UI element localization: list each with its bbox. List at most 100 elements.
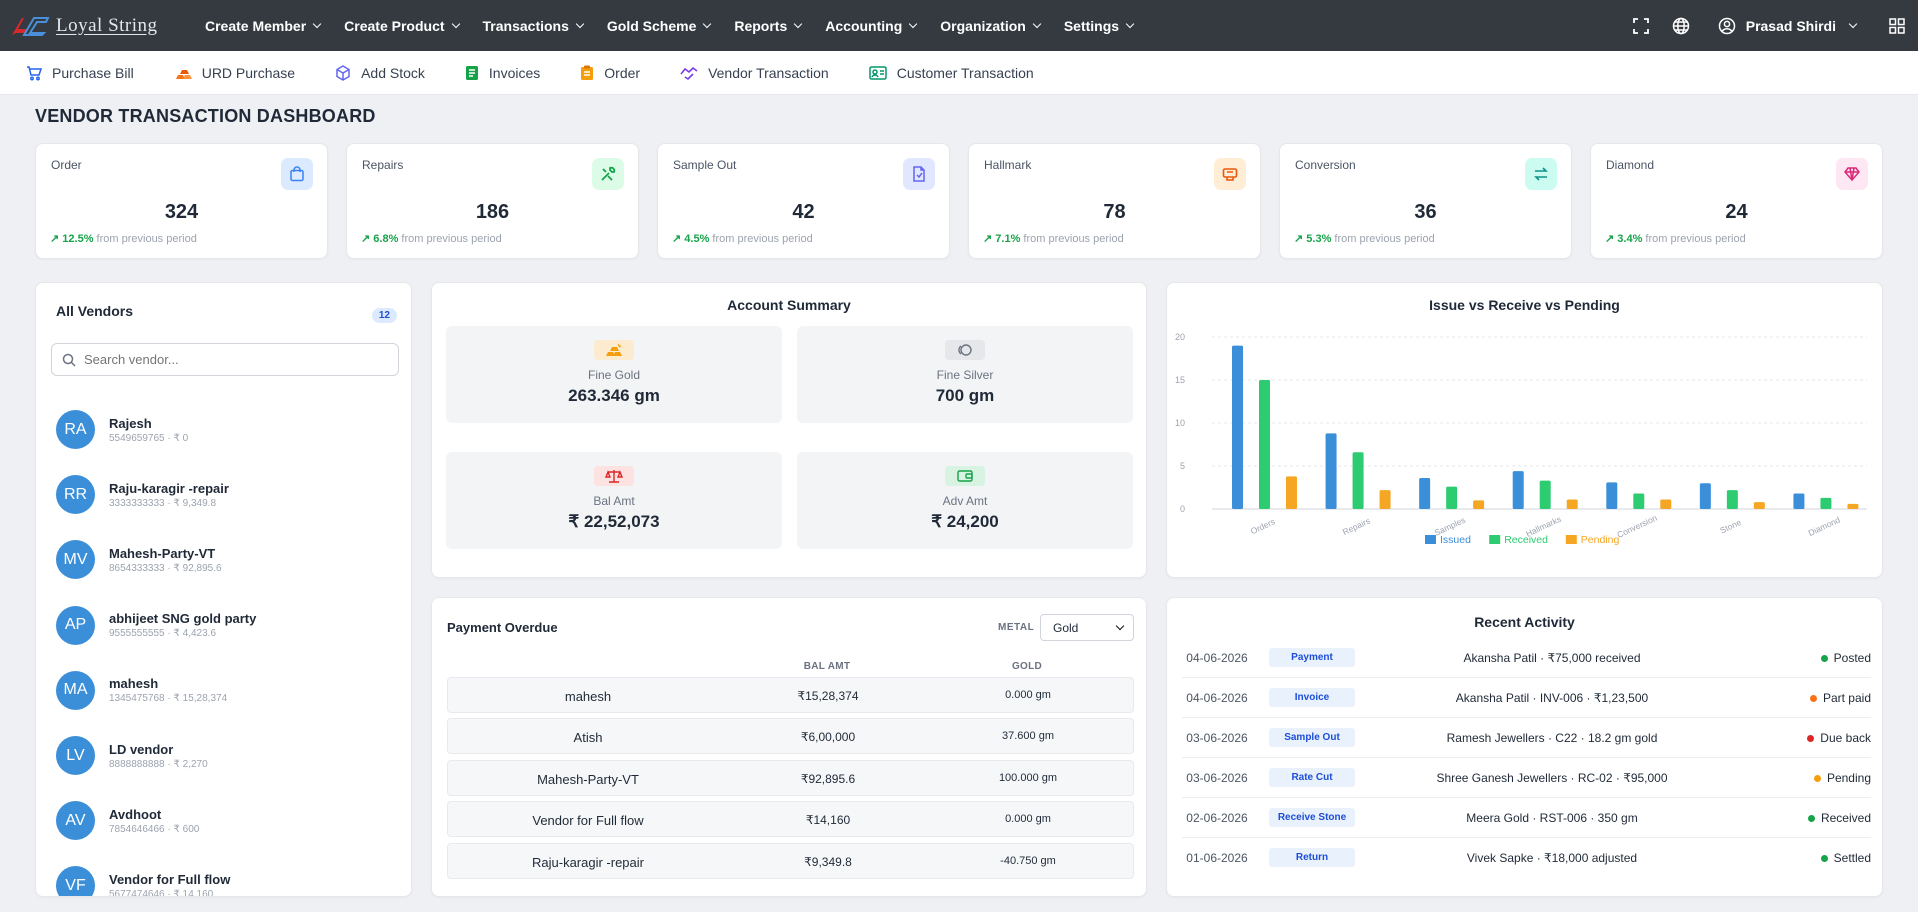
row-gold: 100.000 gm	[998, 772, 1058, 784]
status-dot-icon	[1813, 774, 1821, 782]
acct-value: 263.346 gm	[568, 386, 660, 405]
add-stock-link[interactable]: Add Stock	[335, 65, 425, 81]
activity-description: Vivek Sapke · ₹18,000 adjusted	[1466, 851, 1638, 865]
nav-transactions[interactable]: Transactions	[483, 18, 585, 34]
table-row[interactable]: Vendor for Full flow ₹14,160 0.000 gm	[447, 801, 1134, 837]
activity-type-badge: Receive Stone	[1269, 808, 1355, 827]
activity-row[interactable]: 02-06-2026 Receive Stone Meera Gold · RST-…	[1182, 798, 1871, 838]
vendor-item[interactable]: AP abhijeet SNG gold party 9555555555 · ₹ …	[56, 593, 396, 658]
vendor-meta: 8654333333 · ₹ 92,895.6	[109, 562, 222, 574]
stat-change-pct: 3.4%	[1617, 233, 1643, 245]
activity-description: Akansha Patil · ₹75,000 received	[1463, 651, 1641, 665]
stat-card-order[interactable]: Order 324 ↗ 12.5% from previous period	[35, 143, 328, 259]
bar-issued	[1606, 482, 1618, 509]
stat-card-hallmark[interactable]: Hallmark 78 ↗ 7.1% from previous period	[968, 143, 1261, 259]
file-icon	[903, 158, 935, 190]
nav-create-product[interactable]: Create Product	[344, 17, 460, 34]
activity-date: 04-06-2026	[1186, 651, 1248, 665]
nav-label: Organization	[940, 17, 1026, 34]
stat-change-suffix: from previous period	[401, 233, 502, 245]
avatar: VF	[56, 866, 95, 896]
table-row[interactable]: Atish ₹6,00,000 37.600 gm	[447, 718, 1134, 754]
nav-label: Create Product	[344, 17, 445, 34]
activity-row[interactable]: 03-06-2026 Sample Out Ramesh Jewellers · C…	[1182, 718, 1871, 758]
vendor-name: Rajesh	[109, 415, 152, 431]
stat-change-suffix: from previous period	[1334, 233, 1435, 245]
vendor-item[interactable]: VF Vendor for Full flow 5677474646 · ₹ 14,…	[56, 853, 396, 896]
stat-card-conversion[interactable]: Conversion 36 ↗ 5.3% from previous perio…	[1279, 143, 1572, 259]
vendor-item[interactable]: MV Mahesh-Party-VT 8654333333 · ₹ 92,895.6	[56, 527, 396, 592]
purchase-bill-link[interactable]: Purchase Bill	[26, 65, 134, 81]
stat-label: Order	[51, 158, 82, 172]
stamp-icon	[1214, 158, 1246, 190]
metal-label: METAL	[998, 622, 1035, 633]
stat-change: ↗ 6.8% from previous period	[361, 233, 502, 245]
cube-icon	[336, 64, 350, 81]
nav-label: Create Member	[205, 17, 307, 34]
row-bal: ₹6,00,000	[800, 730, 856, 744]
invoices-link[interactable]: Invoices	[465, 65, 540, 81]
bar-pending	[1379, 490, 1391, 509]
user-name: Prasad Shirdi	[1745, 17, 1836, 34]
nav-organization[interactable]: Organization	[940, 17, 1042, 34]
nav-label: Settings	[1063, 17, 1120, 34]
vendor-item[interactable]: RA Rajesh 5549659765 · ₹ 0	[56, 397, 396, 462]
vendor-item[interactable]: RR Raju-karagir -repair 3333333333 · ₹ 9,3…	[56, 462, 396, 527]
vendor-meta: 9555555555 · ₹ 4,423.6	[109, 628, 217, 640]
activity-row[interactable]: 04-06-2026 Payment Akansha Patil · ₹75,000…	[1182, 638, 1871, 678]
avatar: AV	[56, 801, 95, 841]
activity-type-badge: Sample Out	[1269, 728, 1355, 747]
activity-type-badge: Payment	[1269, 648, 1355, 667]
fullscreen-icon[interactable]	[1630, 15, 1652, 37]
top-navbar: Loyal String Create Member Create Produc…	[0, 0, 1918, 51]
customer-transaction-link[interactable]: Customer Transaction	[868, 65, 1034, 81]
nav-accounting[interactable]: Accounting	[825, 17, 918, 34]
table-row[interactable]: Mahesh-Party-VT ₹92,895.6 100.000 gm	[447, 760, 1134, 796]
stat-card-repairs[interactable]: Repairs 186 ↗ 6.8% from previous period	[346, 143, 639, 259]
vendor-item[interactable]: LV LD vendor 8888888888 · ₹ 2,270	[56, 723, 396, 788]
table-row[interactable]: Raju-karagir -repair ₹9,349.8 -40.750 gm	[447, 843, 1134, 879]
vendors-title: All Vendors	[56, 303, 134, 319]
brand[interactable]: Loyal String	[0, 15, 205, 37]
vendor-meta: 3333333333 · ₹ 9,349.8	[109, 497, 217, 509]
acct-label: Fine Gold	[587, 368, 641, 382]
stat-label: Hallmark	[984, 158, 1032, 172]
chevron-down-icon	[1125, 19, 1135, 28]
globe-icon[interactable]	[1670, 15, 1692, 37]
order-link[interactable]: Order	[580, 65, 640, 81]
nav-settings[interactable]: Settings	[1063, 17, 1135, 34]
vendor-item[interactable]: MA mahesh 1345475768 · ₹ 15,28,374	[56, 658, 396, 723]
stat-change-suffix: from previous period	[1645, 233, 1746, 245]
nav-label: Accounting	[825, 17, 903, 34]
stat-card-diamond[interactable]: Diamond 24 ↗ 3.4% from previous period	[1590, 143, 1883, 259]
subnav-label: Add Stock	[361, 64, 425, 81]
metal-select[interactable]: Gold	[1040, 614, 1134, 641]
y-tick-label: 5	[1180, 461, 1185, 471]
user-menu[interactable]: Prasad Shirdi	[1718, 17, 1858, 35]
y-tick-label: 10	[1175, 418, 1185, 428]
activity-row[interactable]: 03-06-2026 Rate Cut Shree Ganesh Jewellers…	[1182, 758, 1871, 798]
bar-pending	[1753, 502, 1765, 509]
apps-grid-icon[interactable]	[1886, 15, 1908, 37]
vendor-search-box[interactable]	[51, 343, 399, 376]
urd-purchase-link[interactable]: URD Purchase	[174, 65, 295, 81]
bar-pending	[1660, 499, 1672, 509]
vendor-item[interactable]: AV Avdhoot 7854646466 · ₹ 600	[56, 788, 396, 853]
bal-amt-header: BAL AMT	[803, 661, 851, 672]
metal-selected-value: Gold	[1053, 620, 1079, 635]
activity-row[interactable]: 01-06-2026 Return Vivek Sapke · ₹18,000 ad…	[1182, 838, 1871, 878]
y-tick-label: 15	[1175, 375, 1185, 385]
activity-row[interactable]: 04-06-2026 Invoice Akansha Patil · INV-006…	[1182, 678, 1871, 718]
vendor-transaction-link[interactable]: Vendor Transaction	[680, 65, 829, 81]
acct-value: 700 gm	[935, 386, 995, 405]
nav-gold-scheme[interactable]: Gold Scheme	[607, 18, 712, 34]
gold-bars-icon	[175, 69, 192, 79]
nav-create-member[interactable]: Create Member	[205, 17, 322, 34]
activity-status-text: Part paid	[1822, 691, 1871, 705]
vendor-name: Avdhoot	[109, 806, 162, 822]
vendor-search-input[interactable]	[84, 352, 384, 367]
stat-card-sample-out[interactable]: Sample Out 42 ↗ 4.5% from previous perio…	[657, 143, 950, 259]
nav-reports[interactable]: Reports	[734, 18, 803, 34]
row-name: Raju-karagir -repair	[532, 855, 644, 870]
table-row[interactable]: mahesh ₹15,28,374 0.000 gm	[447, 677, 1134, 713]
